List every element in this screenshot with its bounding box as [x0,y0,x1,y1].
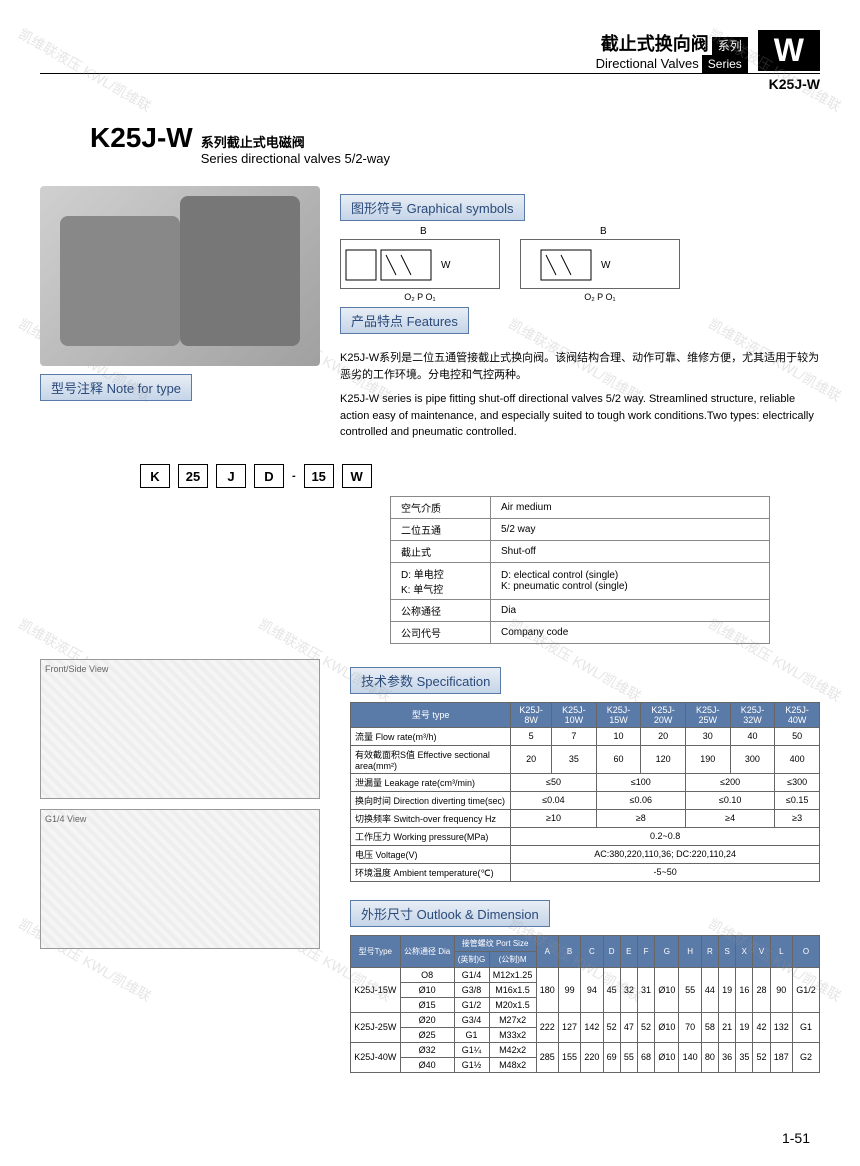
type-code-box: 25 [178,464,208,488]
header-title-cn: 截止式换向阀 [601,34,709,54]
symbol-1: W [340,239,500,289]
svg-text:W: W [601,260,611,271]
series-badge-en: Series [702,55,748,73]
features-en: K25J-W series is pipe fitting shut-off d… [340,391,820,441]
main-title-code: K25J-W [90,122,193,154]
graphical-symbols: W W [340,239,820,289]
symbol-2: W [520,239,680,289]
features-cn: K25J-W系列是二位五通管接截止式换向阀。该阀结构合理、动作可靠、维修方便，尤… [340,350,820,383]
page-number: 1-51 [782,1130,810,1146]
main-title-en: Series directional valves 5/2-way [201,151,390,166]
drawing-1 [40,659,320,799]
header-title-en: Directional Valves [596,56,699,71]
dimension-table: 型号Type公称通径 Dia接管螺纹 Port SizeABCDEFGHRSXV… [350,935,820,1073]
technical-drawings [40,659,340,1083]
type-code-box: 15 [304,464,334,488]
product-image [40,186,320,366]
w-badge: W [758,30,820,71]
page-header: 截止式换向阀 系列 Directional Valves Series W K2… [40,30,820,92]
drawing-2 [40,809,320,949]
type-code-box: J [216,464,246,488]
type-code-box: K [140,464,170,488]
main-title-cn: 系列截止式电磁阀 [201,135,305,150]
graphical-label: 图形符号 Graphical symbols [340,194,525,221]
spec-table: 型号 typeK25J-8WK25J-10WK25J-15WK25J-20WK2… [350,702,820,882]
type-code-box: W [342,464,372,488]
features-label: 产品特点 Features [340,307,469,334]
note-type-label: 型号注释 Note for type [40,374,192,401]
main-title: K25J-W 系列截止式电磁阀 Series directional valve… [90,122,820,166]
series-badge-cn: 系列 [712,37,748,55]
type-diagram: K25JD-15W 空气介质Air medium二位五通5/2 way截止式Sh… [40,464,820,644]
svg-text:W: W [441,260,451,271]
outlook-label: 外形尺寸 Outlook & Dimension [350,900,550,927]
type-table: 空气介质Air medium二位五通5/2 way截止式Shut-offD: 单… [390,496,770,644]
header-model: K25J-W [40,73,820,92]
type-code-box: D [254,464,284,488]
spec-label: 技术参数 Specification [350,667,501,694]
